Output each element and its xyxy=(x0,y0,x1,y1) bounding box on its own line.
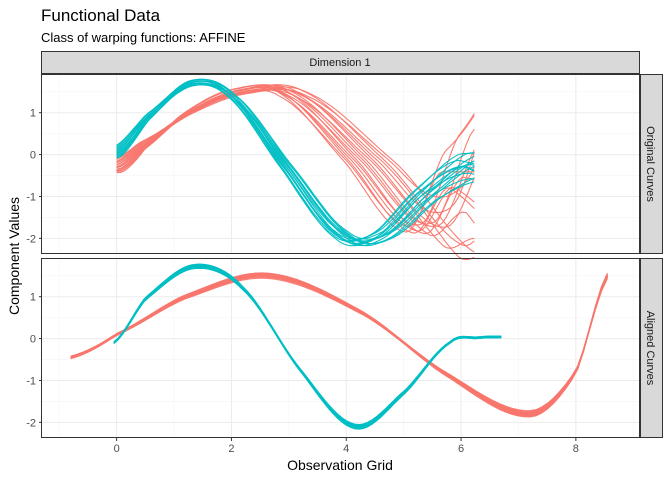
panel-original-border xyxy=(41,74,640,254)
y-axis-title: Component Values xyxy=(6,197,22,315)
y-tick-label: 1 xyxy=(30,108,36,120)
aligned-curve-teal xyxy=(113,264,502,427)
aligned-curve-teal xyxy=(113,263,502,430)
panel-aligned: -2 -1 0 1 Aligned Curves xyxy=(26,258,663,438)
original-curve-teal xyxy=(116,82,475,243)
chart-title: Functional Data xyxy=(41,6,161,25)
aligned-curve-teal xyxy=(113,263,502,428)
y-tick-label: -2 xyxy=(26,233,36,245)
aligned-curve-red xyxy=(70,276,608,414)
row-strip-original: Original Curves xyxy=(640,74,663,254)
y-tick-label: 1 xyxy=(30,292,36,304)
original-curve-red xyxy=(116,86,475,232)
y-tick-label: -1 xyxy=(26,191,36,203)
original-curve-teal xyxy=(116,78,475,247)
x-tick-label: 2 xyxy=(228,443,234,455)
aligned-curve-red xyxy=(70,272,608,417)
original-curve-teal xyxy=(116,80,475,245)
column-strip: Dimension 1 xyxy=(41,51,640,74)
x-axis-ticks: 0 2 4 6 8 xyxy=(114,438,579,455)
panel-aligned-curves xyxy=(70,263,608,430)
panel-original-curves xyxy=(116,78,475,261)
y-tick-label: 0 xyxy=(30,150,36,162)
y-tick-label: -1 xyxy=(26,375,36,387)
x-tick-label: 0 xyxy=(114,443,120,455)
aligned-curve-teal xyxy=(113,266,502,426)
y-tick-label: 0 xyxy=(30,334,36,346)
y-tick-label: -2 xyxy=(26,417,36,429)
original-curve-red xyxy=(116,86,475,253)
panel-original-grid xyxy=(42,75,639,253)
original-curve-red xyxy=(116,89,475,198)
aligned-curve-red xyxy=(70,274,608,415)
column-strip-label: Dimension 1 xyxy=(309,57,370,69)
panel-aligned-y-ticks: -2 -1 0 1 xyxy=(26,292,42,429)
original-curve-teal xyxy=(116,78,475,247)
panel-aligned-border xyxy=(41,258,640,438)
x-tick-label: 8 xyxy=(573,443,579,455)
chart-subtitle: Class of warping functions: AFFINE xyxy=(41,30,246,45)
row-strip-aligned-label: Aligned Curves xyxy=(644,311,656,386)
row-strip-aligned: Aligned Curves xyxy=(640,258,663,438)
row-strip-original-label: Original Curves xyxy=(644,126,656,202)
panel-original: -2 -1 0 1 Original Curves xyxy=(26,74,663,261)
x-tick-label: 4 xyxy=(343,443,349,455)
x-axis-title: Observation Grid xyxy=(287,457,393,473)
x-tick-label: 6 xyxy=(458,443,464,455)
panel-aligned-grid xyxy=(42,259,639,437)
panel-original-y-ticks: -2 -1 0 1 xyxy=(26,108,42,245)
